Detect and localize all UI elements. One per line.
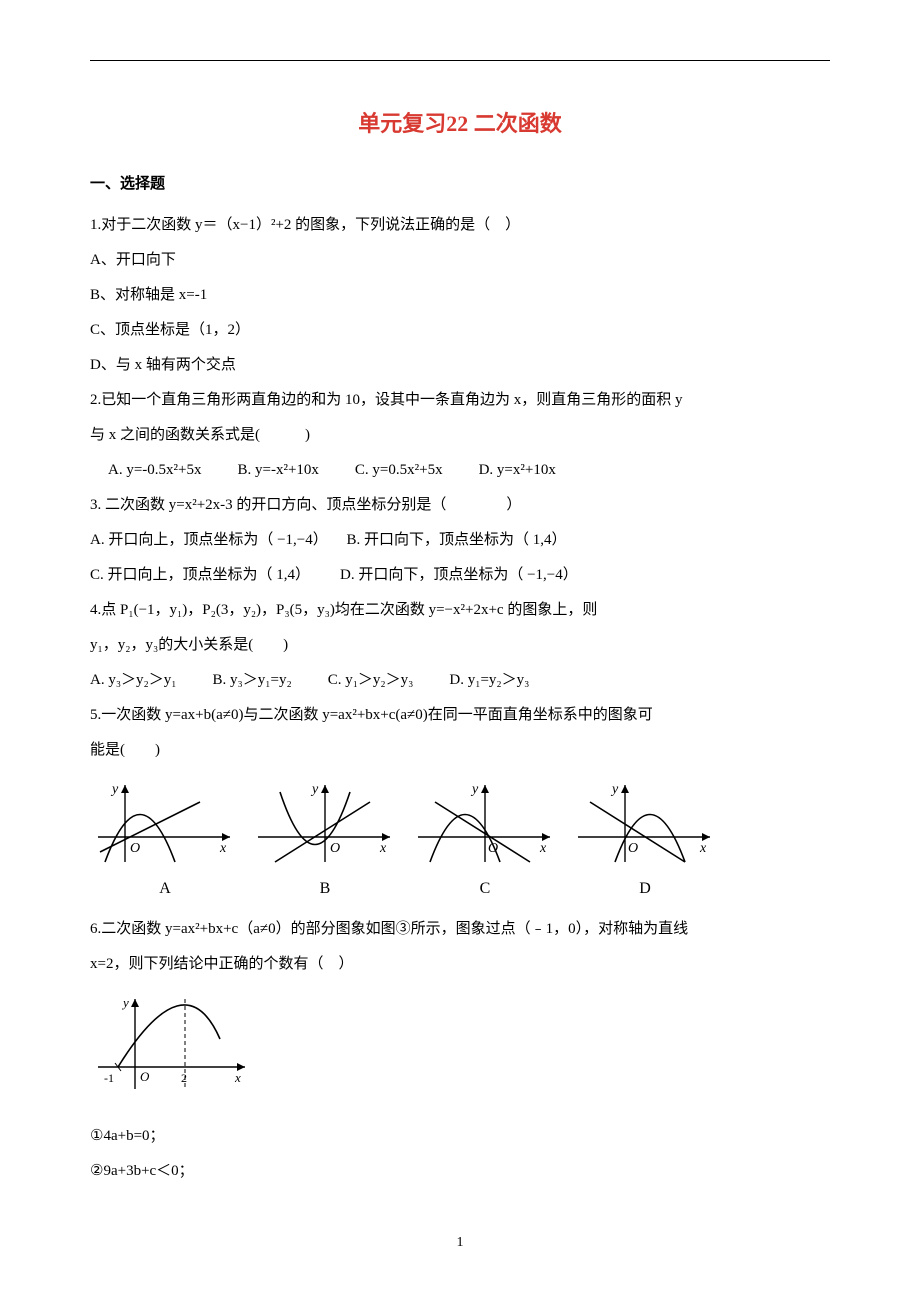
q3-row-1: A. 开口向上，顶点坐标为（ −1,−4） B. 开口向下，顶点坐标为（ 1,4… xyxy=(90,524,830,557)
section-1-heading: 一、选择题 xyxy=(90,168,830,201)
svg-text:-1: -1 xyxy=(104,1071,114,1085)
q5-stem-2: 能是( ) xyxy=(90,734,830,767)
svg-text:x: x xyxy=(379,841,387,856)
q3-choice-a: A. 开口向上，顶点坐标为（ −1,−4） xyxy=(90,532,328,548)
q2-stem-2: 与 x 之间的函数关系式是( ) xyxy=(90,419,830,452)
svg-text:O: O xyxy=(330,841,340,856)
page-content: 单元复习22 二次函数 一、选择题 1.对于二次函数 y＝（x−1）²+2 的图… xyxy=(0,0,920,1298)
q6-opt-1: ①4a+b=0； xyxy=(90,1120,830,1153)
q5-label-b: B xyxy=(250,871,400,906)
q2-choices: A. y=-0.5x²+5x B. y=-x²+10x C. y=0.5x²+5… xyxy=(90,454,830,487)
q5-graph-d: y x O D xyxy=(570,777,720,906)
svg-text:x: x xyxy=(699,841,707,856)
q4-choice-b: B. y₃＞y₁=y₂ xyxy=(213,664,292,697)
q2-choice-d: D. y=x²+10x xyxy=(479,454,556,487)
q1-stem: 1.对于二次函数 y＝（x−1）²+2 的图象，下列说法正确的是（ ） xyxy=(90,209,830,242)
q5-label-a: A xyxy=(90,871,240,906)
svg-text:y: y xyxy=(610,782,619,797)
svg-text:2: 2 xyxy=(181,1071,187,1085)
document-title: 单元复习22 二次函数 xyxy=(90,100,830,148)
q5-stem-1: 5.一次函数 y=ax+b(a≠0)与二次函数 y=ax²+bx+c(a≠0)在… xyxy=(90,699,830,732)
title-red-main: 二次函数 xyxy=(468,111,562,136)
q6-graph: y x O -1 2 xyxy=(90,989,830,1112)
q3-stem: 3. 二次函数 y=x²+2x-3 的开口方向、顶点坐标分别是（ ） xyxy=(90,489,830,522)
q4-stem-1: 4.点 P₁(−1，y₁)，P₂(3，y₂)，P₃(5，y₃)均在二次函数 y=… xyxy=(90,594,830,627)
svg-text:y: y xyxy=(121,995,129,1010)
q4-choice-a: A. y₃＞y₂＞y₁ xyxy=(90,664,177,697)
q1-choice-a: A、开口向下 xyxy=(90,244,830,277)
q6-stem-1: 6.二次函数 y=ax²+bx+c（a≠0）的部分图象如图③所示，图象过点（﹣1… xyxy=(90,913,830,946)
q3-choice-c: C. 开口向上，顶点坐标为（ 1,4） xyxy=(90,567,310,583)
q1-choice-b: B、对称轴是 x=-1 xyxy=(90,279,830,312)
page-number: 1 xyxy=(90,1228,830,1259)
q3-row-2: C. 开口向上，顶点坐标为（ 1,4） D. 开口向下，顶点坐标为（ −1,−4… xyxy=(90,559,830,592)
top-rule xyxy=(90,60,830,61)
title-red-part: 单元复习22 xyxy=(358,111,468,136)
q2-choice-a: A. y=-0.5x²+5x xyxy=(108,454,202,487)
q2-choice-b: B. y=-x²+10x xyxy=(238,454,319,487)
q3-choice-b: B. 开口向下，顶点坐标为（ 1,4） xyxy=(347,532,567,548)
q4-choice-d: D. y₁=y₂＞y₃ xyxy=(449,664,529,697)
svg-text:y: y xyxy=(470,782,479,797)
q4-choices: A. y₃＞y₂＞y₁ B. y₃＞y₁=y₂ C. y₁＞y₂＞y₃ D. y… xyxy=(90,664,830,697)
svg-text:y: y xyxy=(310,782,319,797)
q6-opt-2: ②9a+3b+c＜0； xyxy=(90,1155,830,1188)
q5-label-c: C xyxy=(410,871,560,906)
q4-choice-c: C. y₁＞y₂＞y₃ xyxy=(328,664,414,697)
svg-text:x: x xyxy=(234,1070,241,1085)
q5-graph-a: y x O A xyxy=(90,777,240,906)
svg-text:O: O xyxy=(488,841,498,856)
svg-text:x: x xyxy=(219,841,227,856)
q1-choice-c: C、顶点坐标是（1，2） xyxy=(90,314,830,347)
svg-text:O: O xyxy=(140,1069,150,1084)
svg-text:y: y xyxy=(110,782,119,797)
q2-choice-c: C. y=0.5x²+5x xyxy=(355,454,443,487)
q2-stem-1: 2.已知一个直角三角形两直角边的和为 10，设其中一条直角边为 x，则直角三角形… xyxy=(90,384,830,417)
q4-stem-2: y₁，y₂，y₃的大小关系是( ) xyxy=(90,629,830,662)
q6-stem-2: x=2，则下列结论中正确的个数有（ ） xyxy=(90,948,830,981)
q5-graph-b: y x O B xyxy=(250,777,400,906)
q5-graph-row: y x O A y x O B xyxy=(90,777,830,906)
q1-choice-d: D、与 x 轴有两个交点 xyxy=(90,349,830,382)
svg-text:O: O xyxy=(130,841,140,856)
q5-graph-c: y x O C xyxy=(410,777,560,906)
svg-text:O: O xyxy=(628,841,638,856)
svg-text:x: x xyxy=(539,841,547,856)
q3-choice-d: D. 开口向下，顶点坐标为（ −1,−4） xyxy=(340,567,578,583)
q5-label-d: D xyxy=(570,871,720,906)
